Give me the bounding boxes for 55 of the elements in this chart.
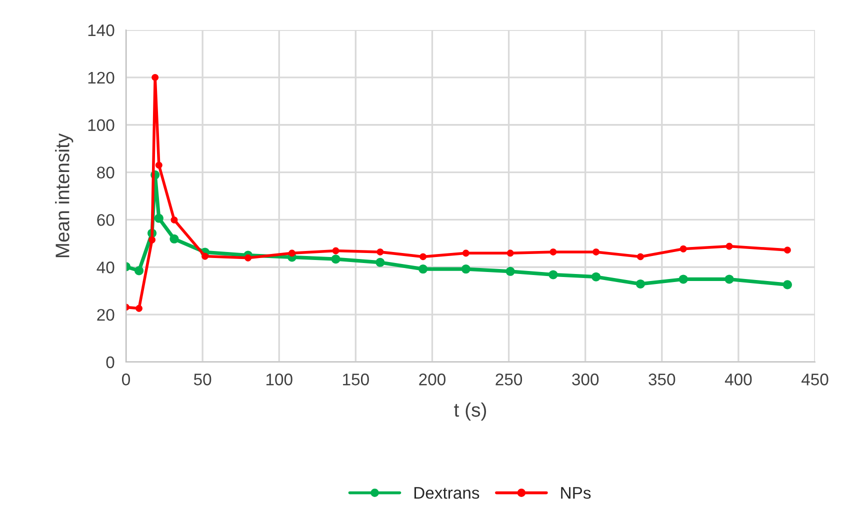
x-axis-title: t (s)	[454, 402, 486, 421]
y-tick-label: 60	[97, 214, 114, 226]
legend-label: Dextrans	[414, 487, 480, 499]
y-tick-label: 140	[88, 24, 114, 36]
y-tick-label: 20	[97, 308, 114, 321]
x-tick-label: 150	[343, 374, 369, 386]
y-tick-label: 0	[106, 356, 114, 368]
point	[288, 250, 296, 257]
point	[155, 162, 162, 169]
point	[152, 74, 159, 81]
y-axis-title: Mean intensity	[55, 133, 74, 258]
point	[548, 270, 558, 280]
point	[724, 274, 734, 284]
point	[680, 245, 687, 252]
y-tick-label: 120	[88, 72, 114, 84]
x-tick-label: 200	[419, 374, 446, 386]
x-tick-label: 0	[122, 374, 130, 386]
point	[134, 266, 144, 276]
point	[148, 236, 156, 244]
point	[550, 248, 557, 256]
point	[636, 253, 644, 260]
x-tick-label: 350	[648, 374, 676, 386]
y-tick-label: 100	[88, 119, 114, 132]
y-tick-label: 80	[97, 166, 114, 178]
point	[154, 214, 164, 223]
point	[376, 258, 385, 267]
point	[332, 247, 340, 254]
point	[678, 274, 688, 284]
point	[418, 264, 428, 274]
point	[782, 280, 792, 290]
x-tick-label: 50	[194, 374, 212, 386]
point	[170, 216, 178, 224]
point	[244, 254, 252, 262]
point	[726, 242, 733, 250]
legend-label: NPs	[561, 487, 591, 499]
point	[784, 246, 791, 254]
point	[462, 250, 470, 257]
point	[592, 272, 601, 282]
x-tick-label: 250	[496, 374, 522, 386]
point	[170, 234, 179, 244]
point	[202, 252, 208, 260]
point	[506, 266, 515, 276]
point	[136, 304, 142, 312]
point	[506, 250, 514, 257]
point	[592, 248, 600, 256]
x-tick-label: 300	[572, 374, 599, 386]
x-tick-label: 400	[724, 374, 752, 386]
point	[461, 264, 470, 274]
point	[376, 248, 384, 256]
point	[636, 279, 645, 288]
y-tick-label: 40	[96, 262, 114, 274]
x-tick-label: 100	[266, 374, 292, 386]
point	[420, 253, 427, 260]
x-tick-label: 450	[801, 374, 828, 386]
point	[331, 254, 340, 264]
